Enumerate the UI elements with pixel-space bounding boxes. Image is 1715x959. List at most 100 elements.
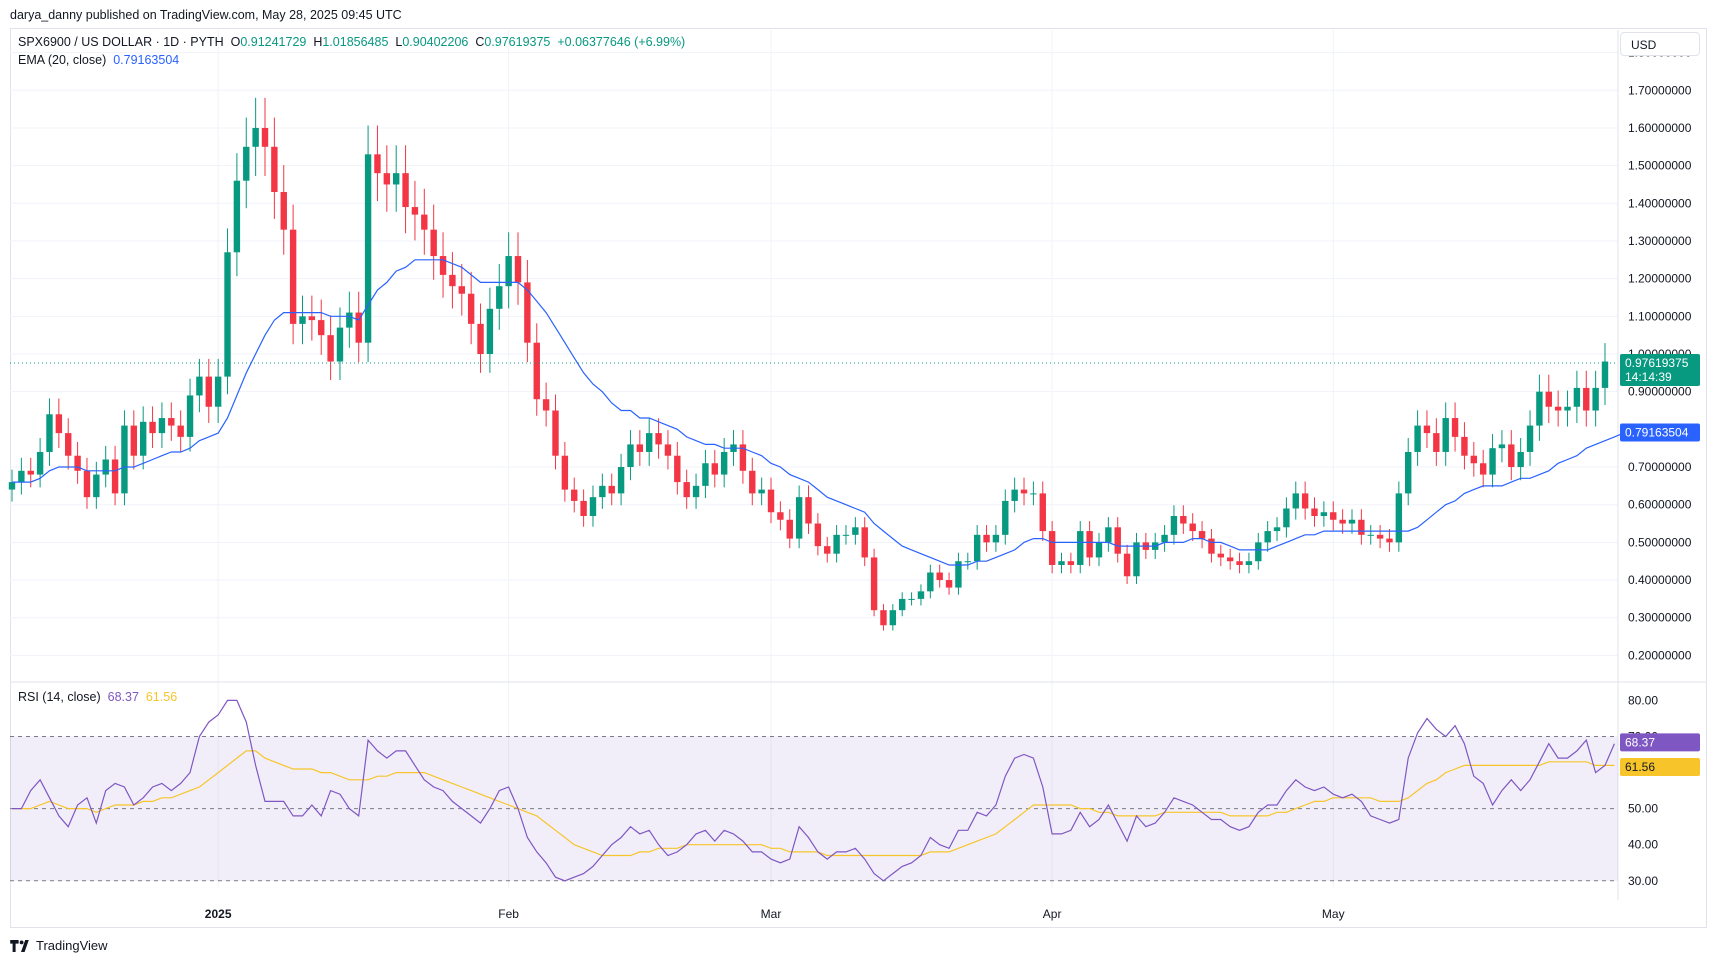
candle-body — [1554, 406, 1562, 411]
candle-body — [692, 485, 700, 498]
high-label: H — [313, 35, 323, 49]
candle-body — [252, 127, 259, 147]
candle-body — [852, 527, 859, 535]
candle-body — [346, 312, 353, 328]
candle-body — [1339, 519, 1346, 524]
rsi-ma-tag-bg — [1620, 757, 1700, 776]
publisher-line: darya_danny published on TradingView.com… — [10, 8, 402, 22]
candle-body — [861, 527, 868, 558]
candle-body — [1180, 516, 1187, 524]
rsi-line — [12, 699, 1615, 882]
candle-body — [102, 459, 109, 475]
low-value: 0.90402206 — [402, 35, 469, 49]
candle-body — [1489, 448, 1496, 475]
symbol-name[interactable]: SPX6900 / US DOLLAR · 1D · PYTH — [18, 35, 224, 49]
symbol-legend: SPX6900 / US DOLLAR · 1D · PYTH O0.91241… — [18, 35, 685, 49]
rsi-tick-label: 40.00 — [1628, 838, 1658, 852]
candle-body — [1245, 561, 1253, 565]
candle-body — [1517, 451, 1524, 468]
candle-body — [355, 312, 362, 343]
candle-body — [1423, 425, 1431, 434]
last-price-tag-text: 14:14:39 — [1625, 370, 1672, 384]
candle-body — [1442, 418, 1449, 452]
candle-body — [1526, 425, 1534, 452]
rsi-tick-label: 80.00 — [1628, 693, 1658, 707]
candle-body — [711, 463, 718, 475]
candle-body — [1105, 527, 1112, 543]
candle-body — [992, 534, 1000, 543]
price-tick-label: 1.30000000 — [1628, 234, 1692, 248]
candle-body — [1301, 493, 1309, 509]
time-axis-label: Mar — [761, 907, 782, 921]
candle-body — [299, 316, 306, 324]
time-axis-label: 2025 — [205, 907, 232, 921]
candle-body — [1386, 538, 1393, 543]
rsi-label: RSI (14, close) — [18, 690, 101, 704]
candle-body — [130, 425, 138, 456]
candle-body — [580, 500, 587, 516]
candle-body — [739, 444, 747, 471]
candle-body — [1592, 387, 1599, 411]
price-tick-label: 0.40000000 — [1628, 573, 1692, 587]
candle-body — [908, 598, 915, 600]
rsi-tick-label: 50.00 — [1628, 802, 1658, 816]
candle-body — [664, 444, 672, 456]
candle-body — [83, 470, 91, 498]
candle-body — [1123, 553, 1131, 577]
candle-body — [1320, 512, 1328, 516]
candle-body — [702, 463, 709, 486]
candle-body — [720, 451, 728, 475]
candle-body — [336, 327, 344, 362]
candle-body — [1283, 508, 1290, 528]
change-value: +0.06377646 (+6.99%) — [557, 35, 686, 49]
candle-body — [486, 308, 494, 354]
price-tick-label: 0.50000000 — [1628, 535, 1692, 549]
candle-body — [1236, 561, 1243, 565]
candle-body — [1358, 519, 1365, 535]
candle-body — [74, 455, 81, 471]
candle-body — [1395, 493, 1403, 543]
candle-body — [646, 433, 653, 452]
candle-body — [1226, 557, 1234, 562]
candle-body — [289, 229, 297, 324]
price-tick-label: 1.70000000 — [1628, 83, 1692, 97]
candle-body — [1367, 534, 1374, 536]
currency-button[interactable]: USD — [1620, 32, 1700, 56]
candle-body — [870, 557, 878, 611]
candle-body — [496, 286, 503, 309]
ema-label: EMA (20, close) — [18, 53, 107, 67]
candle-body — [552, 410, 559, 456]
candle-body — [1198, 531, 1206, 539]
time-axis-label: Apr — [1043, 907, 1062, 921]
tradingview-logo-icon — [10, 939, 29, 952]
close-value: 0.97619375 — [484, 35, 551, 49]
open-label: O — [230, 35, 241, 49]
candle-body — [833, 534, 840, 554]
time-axis-label: May — [1322, 907, 1345, 921]
candle-body — [917, 591, 925, 599]
candle-body — [93, 474, 100, 498]
candle-body — [402, 173, 409, 208]
ema-legend[interactable]: EMA (20, close) 0.79163504 — [18, 53, 179, 67]
candle-body — [177, 425, 184, 437]
candle-body — [1189, 523, 1196, 532]
candle-body — [458, 286, 465, 294]
candle-body — [514, 256, 522, 283]
candle-body — [46, 414, 53, 452]
candle-body — [795, 497, 803, 539]
candle-body — [158, 418, 166, 434]
price-tick-label: 0.60000000 — [1628, 498, 1692, 512]
candle-body — [1545, 391, 1552, 407]
candle-body — [1330, 512, 1337, 520]
low-label: L — [395, 35, 403, 49]
candle-body — [449, 274, 456, 287]
candle-body — [364, 154, 372, 343]
candle-body — [1583, 387, 1590, 411]
candle-body — [1601, 361, 1609, 388]
brand-name: TradingView — [36, 938, 108, 953]
price-tick-label: 1.60000000 — [1628, 121, 1692, 135]
rsi-legend[interactable]: RSI (14, close) 68.37 61.56 — [18, 690, 177, 704]
candle-body — [1048, 531, 1056, 565]
candle-body — [945, 580, 953, 588]
